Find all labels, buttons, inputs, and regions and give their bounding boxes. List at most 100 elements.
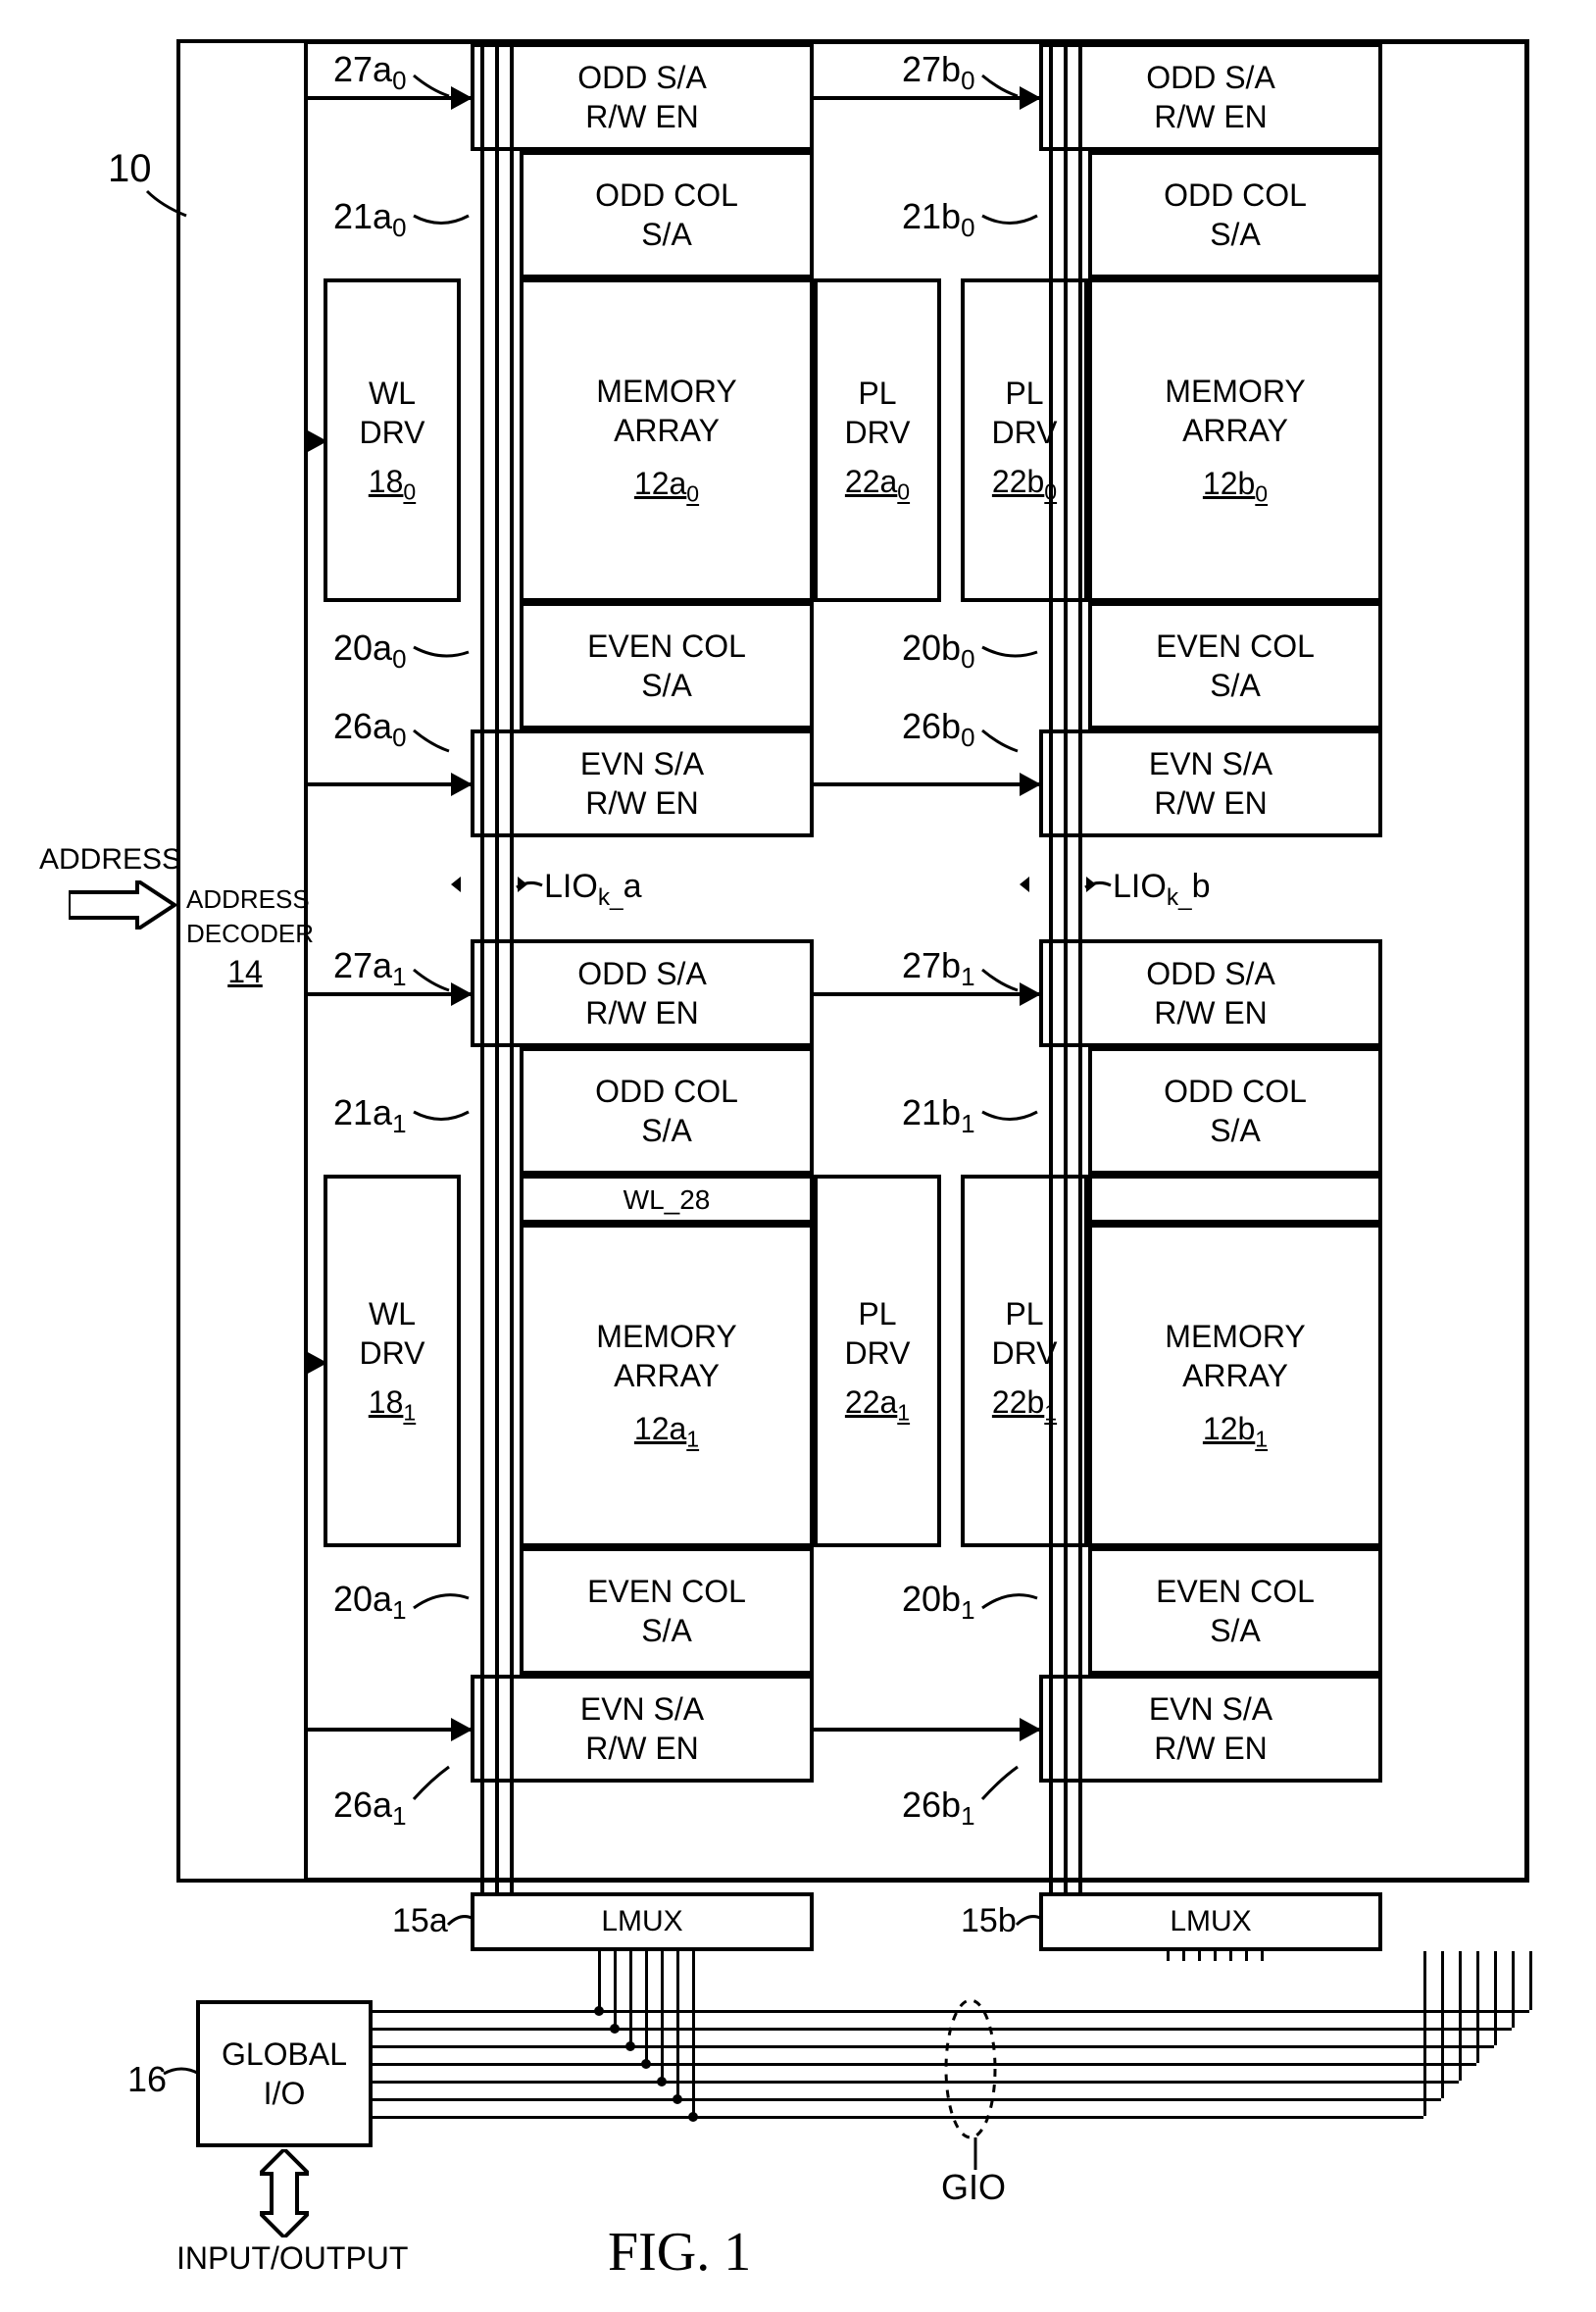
arr-27a0: [451, 86, 473, 110]
ref-20b1: 20b1: [902, 1579, 975, 1626]
ld-21b1: [980, 1102, 1039, 1131]
gio-riser-b-5: [1441, 1951, 1444, 2098]
t: R/W EN: [585, 783, 699, 823]
gio-riser-b-4: [1459, 1951, 1462, 2081]
ld-27b0: [980, 71, 1020, 100]
ref-21b0: 21b0: [902, 196, 975, 243]
t: I/O: [264, 2074, 306, 2113]
t: LMUX: [1170, 1903, 1251, 1940]
t: PL: [858, 374, 896, 413]
ld-gio: [966, 2137, 985, 2172]
t: ODD S/A: [1146, 954, 1275, 993]
t: EVEN COL: [1156, 1572, 1315, 1611]
t: MEMORY: [596, 372, 736, 411]
t: R/W EN: [1154, 1729, 1268, 1768]
num: 12a0: [634, 464, 699, 508]
ld-20a0: [412, 637, 471, 667]
odd-sa-rw-a0: ODD S/A R/W EN: [471, 43, 814, 151]
evn-sa-rw-b0: EVN S/A R/W EN: [1039, 729, 1382, 837]
t: S/A: [1210, 666, 1261, 705]
ref-15b: 15b: [961, 1902, 1017, 1940]
t: S/A: [1210, 1111, 1261, 1150]
decoder-l1: ADDRESS: [186, 884, 310, 914]
odd-sa-rw-b1: ODD S/A R/W EN: [1039, 939, 1382, 1047]
t: S/A: [1210, 1611, 1261, 1650]
ld-26a1: [412, 1765, 451, 1804]
lmux-b-drop-6: [1261, 1951, 1264, 1961]
arr-26b1: [1020, 1718, 1041, 1741]
t: LMUX: [601, 1903, 682, 1940]
dot-a-6: [688, 2112, 698, 2122]
t: ODD S/A: [577, 58, 707, 97]
lmux-a-drop-0: [598, 1951, 601, 2010]
ref-20b0: 20b0: [902, 628, 975, 675]
dot-a-5: [673, 2094, 682, 2104]
evn-sa-rw-a0: EVN S/A R/W EN: [471, 729, 814, 837]
ld-27a0: [412, 71, 451, 100]
ref-27a1: 27a1: [333, 945, 407, 992]
address-label: ADDRESS: [39, 843, 181, 877]
t: R/W EN: [1154, 97, 1268, 136]
gio-h-5: [373, 2098, 1441, 2101]
gio-h-4: [373, 2081, 1459, 2084]
address-arrow-icon: [69, 880, 176, 930]
t: ODD COL: [595, 176, 738, 215]
odd-col-sa-a0: ODD COL S/A: [520, 151, 814, 278]
arr-26a0: [451, 773, 473, 796]
lmux-a-drop-6: [692, 1951, 695, 2116]
num: 22a1: [845, 1382, 910, 1427]
t: PL: [858, 1294, 896, 1333]
ref-15a: 15a: [392, 1902, 448, 1940]
t: EVEN COL: [587, 627, 746, 666]
t: ODD S/A: [1146, 58, 1275, 97]
blank-strip-b1: [1088, 1175, 1382, 1224]
lio-a-v3: [510, 43, 514, 1892]
lmux-a-drop-4: [661, 1951, 664, 2081]
even-col-sa-a0: EVEN COL S/A: [520, 602, 814, 729]
decoder-l2: DECODER: [186, 919, 314, 948]
dot-a-1: [610, 2024, 620, 2034]
gio-h-2: [373, 2045, 1494, 2048]
odd-col-sa-a1: ODD COL S/A: [520, 1047, 814, 1175]
t: S/A: [641, 1611, 692, 1650]
t: MEMORY: [596, 1317, 736, 1356]
t: MEMORY: [1165, 1317, 1305, 1356]
h-26a0: [308, 782, 471, 786]
ref-20a1: 20a1: [333, 1579, 407, 1626]
arr-wl0: [306, 429, 327, 453]
arr-27b1: [1020, 982, 1041, 1006]
gio-riser-b-3: [1476, 1951, 1479, 2063]
t: GLOBAL: [222, 2035, 347, 2074]
even-col-sa-b1: EVEN COL S/A: [1088, 1547, 1382, 1675]
lio-b-v2: [1064, 43, 1068, 1892]
lmux-b-drop-4: [1229, 1951, 1232, 1961]
odd-sa-rw-a1: ODD S/A R/W EN: [471, 939, 814, 1047]
t: DRV: [992, 1333, 1058, 1373]
ld-26a0: [412, 726, 451, 755]
arr-27a1: [451, 982, 473, 1006]
ref-21a0: 21a0: [333, 196, 407, 243]
t: DRV: [992, 413, 1058, 452]
io-label: INPUT/OUTPUT: [176, 2240, 408, 2277]
ld-20a1: [412, 1579, 471, 1618]
ref-27a0: 27a0: [333, 49, 407, 96]
t: R/W EN: [585, 97, 699, 136]
even-col-sa-b0: EVEN COL S/A: [1088, 602, 1382, 729]
t: EVN S/A: [1149, 1689, 1272, 1729]
figure-title: FIG. 1: [608, 2221, 751, 2284]
lmux-b-drop-5: [1245, 1951, 1248, 1961]
pl-drv-a0: PL DRV 22a0: [814, 278, 941, 602]
ref-26a1: 26a1: [333, 1784, 407, 1832]
dot-a-4: [657, 2077, 667, 2086]
gio-riser-b-2: [1494, 1951, 1497, 2045]
t: R/W EN: [585, 993, 699, 1032]
lmux-b-drop-2: [1198, 1951, 1201, 1961]
t: ARRAY: [1182, 411, 1288, 450]
io-arrow-icon: [260, 2149, 309, 2237]
t: ARRAY: [614, 411, 720, 450]
ld-15a: [446, 1907, 475, 1932]
arr-26b0: [1020, 773, 1041, 796]
num: 22b1: [992, 1382, 1057, 1427]
num: 22b0: [992, 462, 1057, 506]
t: EVEN COL: [1156, 627, 1315, 666]
